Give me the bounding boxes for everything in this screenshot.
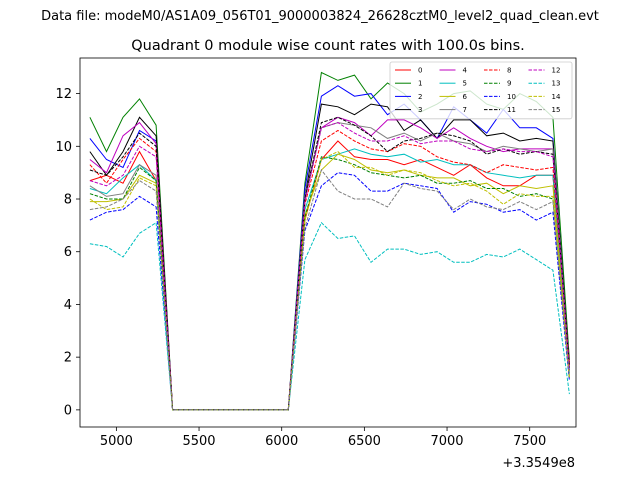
y-tick-label: 2 (64, 351, 72, 366)
x-tick-label: 5000 (100, 434, 133, 449)
legend-label-15: 15 (552, 106, 561, 114)
data-file-label: Data file: modeM0/AS1A09_056T01_90000038… (41, 9, 599, 24)
legend-label-4: 4 (463, 67, 468, 75)
legend-label-1: 1 (418, 80, 422, 88)
series-line-15 (89, 168, 570, 411)
x-tick-label: 6500 (348, 434, 381, 449)
legend-label-2: 2 (418, 93, 422, 101)
x-tick-label: 7500 (513, 434, 546, 449)
y-tick-label: 8 (64, 193, 72, 208)
legend-label-8: 8 (507, 67, 511, 75)
chart-title: Quadrant 0 module wise count rates with … (131, 38, 525, 54)
legend-label-7: 7 (463, 106, 467, 114)
x-tick-label: 6000 (265, 434, 298, 449)
x-tick-label: 7000 (430, 434, 463, 449)
legend-box (389, 61, 573, 120)
x-offset-label: +3.3549e8 (502, 456, 575, 471)
y-tick-label: 0 (64, 403, 72, 418)
legend-label-14: 14 (552, 93, 561, 101)
y-tick-label: 12 (55, 87, 72, 102)
y-tick-label: 4 (64, 298, 72, 313)
x-tick-label: 5500 (182, 434, 215, 449)
y-tick-label: 10 (55, 140, 72, 155)
series-line-10 (89, 172, 570, 411)
legend-label-6: 6 (463, 93, 468, 101)
series-line-11 (89, 116, 570, 411)
legend-label-13: 13 (552, 80, 561, 88)
legend-label-3: 3 (418, 106, 422, 114)
axes-frame (79, 57, 577, 428)
legend-label-0: 0 (418, 67, 422, 75)
legend-label-12: 12 (552, 67, 561, 75)
legend-label-9: 9 (507, 80, 511, 88)
y-tick-label: 6 (64, 245, 72, 260)
legend-label-5: 5 (463, 80, 467, 88)
legend-label-10: 10 (507, 93, 516, 101)
legend-label-11: 11 (507, 106, 516, 114)
